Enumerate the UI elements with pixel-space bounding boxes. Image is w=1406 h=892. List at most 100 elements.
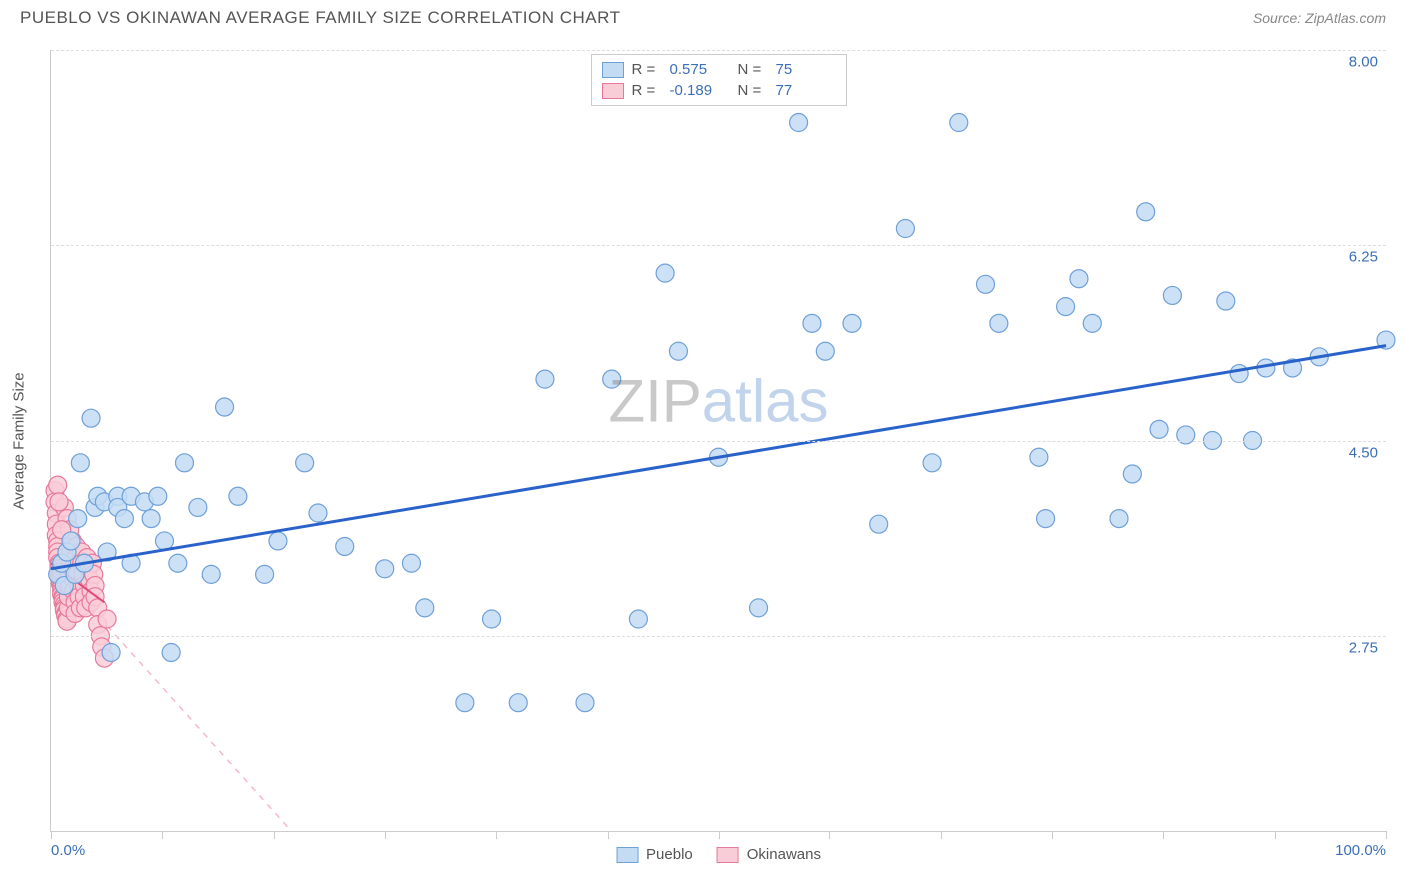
data-point: [69, 510, 87, 528]
data-point: [416, 599, 434, 617]
data-point: [202, 565, 220, 583]
x-tick: [1052, 831, 1053, 839]
r-value: 0.575: [670, 61, 730, 78]
chart-title: PUEBLO VS OKINAWAN AVERAGE FAMILY SIZE C…: [20, 8, 620, 28]
data-point: [309, 504, 327, 522]
data-point: [1163, 286, 1181, 304]
legend-label: Pueblo: [646, 846, 693, 863]
trend-line: [51, 346, 1386, 569]
r-label: R =: [632, 61, 662, 78]
y-tick-label: 4.50: [1349, 444, 1378, 461]
data-point: [977, 275, 995, 293]
data-point: [102, 643, 120, 661]
x-tick: [1163, 831, 1164, 839]
legend-label: Okinawans: [747, 846, 821, 863]
n-value: 77: [776, 82, 836, 99]
swatch-okinawans-icon: [717, 847, 739, 863]
data-point: [1123, 465, 1141, 483]
data-point: [803, 314, 821, 332]
x-tick: [1386, 831, 1387, 839]
x-tick: [1275, 831, 1276, 839]
data-point: [1230, 365, 1248, 383]
data-point: [576, 694, 594, 712]
x-tick: [941, 831, 942, 839]
r-label: R =: [632, 82, 662, 99]
data-point: [62, 532, 80, 550]
n-label: N =: [738, 82, 768, 99]
data-point: [669, 342, 687, 360]
data-point: [176, 454, 194, 472]
data-point: [1070, 270, 1088, 288]
data-point: [376, 560, 394, 578]
x-axis-min-label: 0.0%: [51, 842, 85, 859]
data-point: [1030, 448, 1048, 466]
data-point: [189, 498, 207, 516]
data-point: [269, 532, 287, 550]
swatch-pueblo-icon: [602, 62, 624, 78]
x-tick: [608, 831, 609, 839]
x-tick: [719, 831, 720, 839]
x-tick: [385, 831, 386, 839]
data-point: [169, 554, 187, 572]
legend-item-pueblo: Pueblo: [616, 846, 693, 863]
y-tick-label: 6.25: [1349, 249, 1378, 266]
data-point: [98, 610, 116, 628]
legend-stats: R = 0.575 N = 75 R = -0.189 N = 77: [591, 54, 847, 106]
data-point: [656, 264, 674, 282]
y-tick-label: 8.00: [1349, 54, 1378, 71]
data-point: [790, 114, 808, 132]
data-point: [750, 599, 768, 617]
x-tick: [496, 831, 497, 839]
x-tick: [162, 831, 163, 839]
data-point: [1217, 292, 1235, 310]
data-point: [629, 610, 647, 628]
data-point: [1083, 314, 1101, 332]
data-point: [483, 610, 501, 628]
data-point: [843, 314, 861, 332]
x-tick: [51, 831, 52, 839]
data-point: [603, 370, 621, 388]
r-value: -0.189: [670, 82, 730, 99]
legend-item-okinawans: Okinawans: [717, 846, 821, 863]
data-point: [115, 510, 133, 528]
x-tick: [829, 831, 830, 839]
data-point: [162, 643, 180, 661]
grid-line: [51, 245, 1386, 246]
data-point: [155, 532, 173, 550]
data-point: [536, 370, 554, 388]
data-point: [229, 487, 247, 505]
data-point: [402, 554, 420, 572]
legend-stats-row-1: R = -0.189 N = 77: [602, 80, 836, 101]
data-point: [1057, 298, 1075, 316]
data-point: [216, 398, 234, 416]
data-point: [296, 454, 314, 472]
data-point: [71, 454, 89, 472]
x-axis-max-label: 100.0%: [1335, 842, 1386, 859]
data-point: [1037, 510, 1055, 528]
data-point: [923, 454, 941, 472]
n-label: N =: [738, 61, 768, 78]
data-point: [509, 694, 527, 712]
data-point: [149, 487, 167, 505]
swatch-pueblo-icon: [616, 847, 638, 863]
legend-series: Pueblo Okinawans: [616, 846, 821, 863]
data-point: [49, 476, 67, 494]
data-point: [256, 565, 274, 583]
data-point: [870, 515, 888, 533]
y-axis-title: Average Family Size: [11, 372, 28, 509]
y-tick-label: 2.75: [1349, 639, 1378, 656]
grid-line: [51, 50, 1386, 51]
data-point: [950, 114, 968, 132]
data-point: [82, 409, 100, 427]
data-point: [1137, 203, 1155, 221]
data-point: [990, 314, 1008, 332]
data-point: [1150, 420, 1168, 438]
legend-stats-row-0: R = 0.575 N = 75: [602, 59, 836, 80]
data-point: [456, 694, 474, 712]
data-point: [896, 220, 914, 238]
data-point: [50, 493, 68, 511]
chart-area: Average Family Size ZIPatlas R = 0.575 N…: [50, 50, 1386, 832]
data-point: [336, 537, 354, 555]
grid-line: [51, 636, 1386, 637]
data-point: [816, 342, 834, 360]
